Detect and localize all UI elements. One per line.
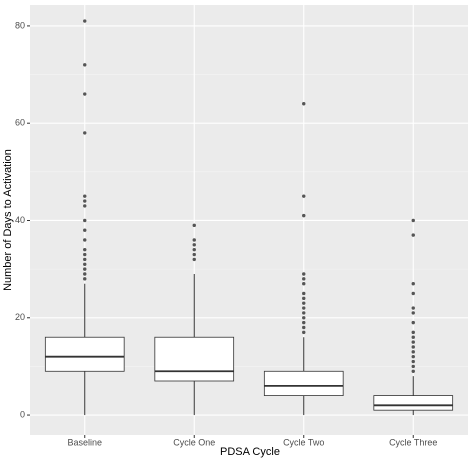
outlier (83, 267, 87, 271)
outlier (411, 345, 415, 349)
x-tick-label: Cycle One (173, 437, 215, 447)
outlier (302, 316, 306, 320)
outlier (411, 320, 415, 325)
outlier (83, 63, 87, 67)
y-axis-title: Number of Days to Activation (2, 149, 14, 291)
y-tick-label: 0 (20, 409, 25, 419)
outlier (302, 306, 306, 310)
outlier (83, 257, 87, 262)
outlier (411, 340, 415, 344)
box (373, 395, 454, 411)
outlier (83, 262, 87, 266)
box (154, 336, 235, 382)
box (44, 336, 125, 372)
outlier (192, 247, 196, 252)
outlier (192, 243, 196, 247)
outlier (302, 213, 306, 218)
outlier (192, 252, 196, 257)
y-tick-label: 80 (15, 20, 25, 30)
outlier (411, 306, 415, 310)
y-tick-label: 20 (15, 312, 25, 322)
outlier (83, 277, 87, 281)
outlier (83, 19, 87, 23)
outlier (83, 228, 87, 232)
outlier (83, 218, 87, 223)
outlier (302, 330, 306, 335)
outlier (83, 199, 87, 203)
outlier (411, 233, 415, 237)
outlier (83, 194, 87, 198)
outlier (302, 320, 306, 325)
outlier (192, 223, 196, 228)
outlier (302, 325, 306, 330)
y-tick-label: 40 (15, 215, 25, 225)
outlier (411, 364, 415, 369)
outlier (83, 272, 87, 276)
outlier (83, 247, 87, 252)
outlier (302, 102, 306, 106)
outlier (411, 335, 415, 339)
outlier (83, 252, 87, 257)
outlier (192, 238, 196, 242)
y-tick-label: 60 (15, 118, 25, 128)
outlier (411, 311, 415, 315)
outlier (302, 272, 306, 276)
x-tick-label: Cycle Three (389, 437, 437, 447)
x-tick-label: Cycle Two (283, 437, 324, 447)
outlier (302, 311, 306, 315)
outlier (302, 301, 306, 305)
outlier (411, 330, 415, 335)
outlier (83, 204, 87, 208)
outlier (302, 277, 306, 281)
outlier (302, 282, 306, 286)
outlier (192, 257, 196, 262)
outlier (411, 350, 415, 354)
x-tick-label: Baseline (67, 437, 102, 447)
outlier (411, 354, 415, 359)
outlier (411, 369, 415, 373)
outlier (302, 194, 306, 198)
outlier (411, 291, 415, 296)
outlier (302, 296, 306, 301)
outlier (83, 92, 87, 96)
outlier (83, 238, 87, 242)
box (263, 370, 344, 396)
outlier (411, 359, 415, 364)
x-axis-title: PDSA Cycle (220, 446, 280, 458)
outlier (302, 291, 306, 296)
outlier (411, 218, 415, 223)
outlier (411, 282, 415, 286)
outlier (83, 131, 87, 135)
